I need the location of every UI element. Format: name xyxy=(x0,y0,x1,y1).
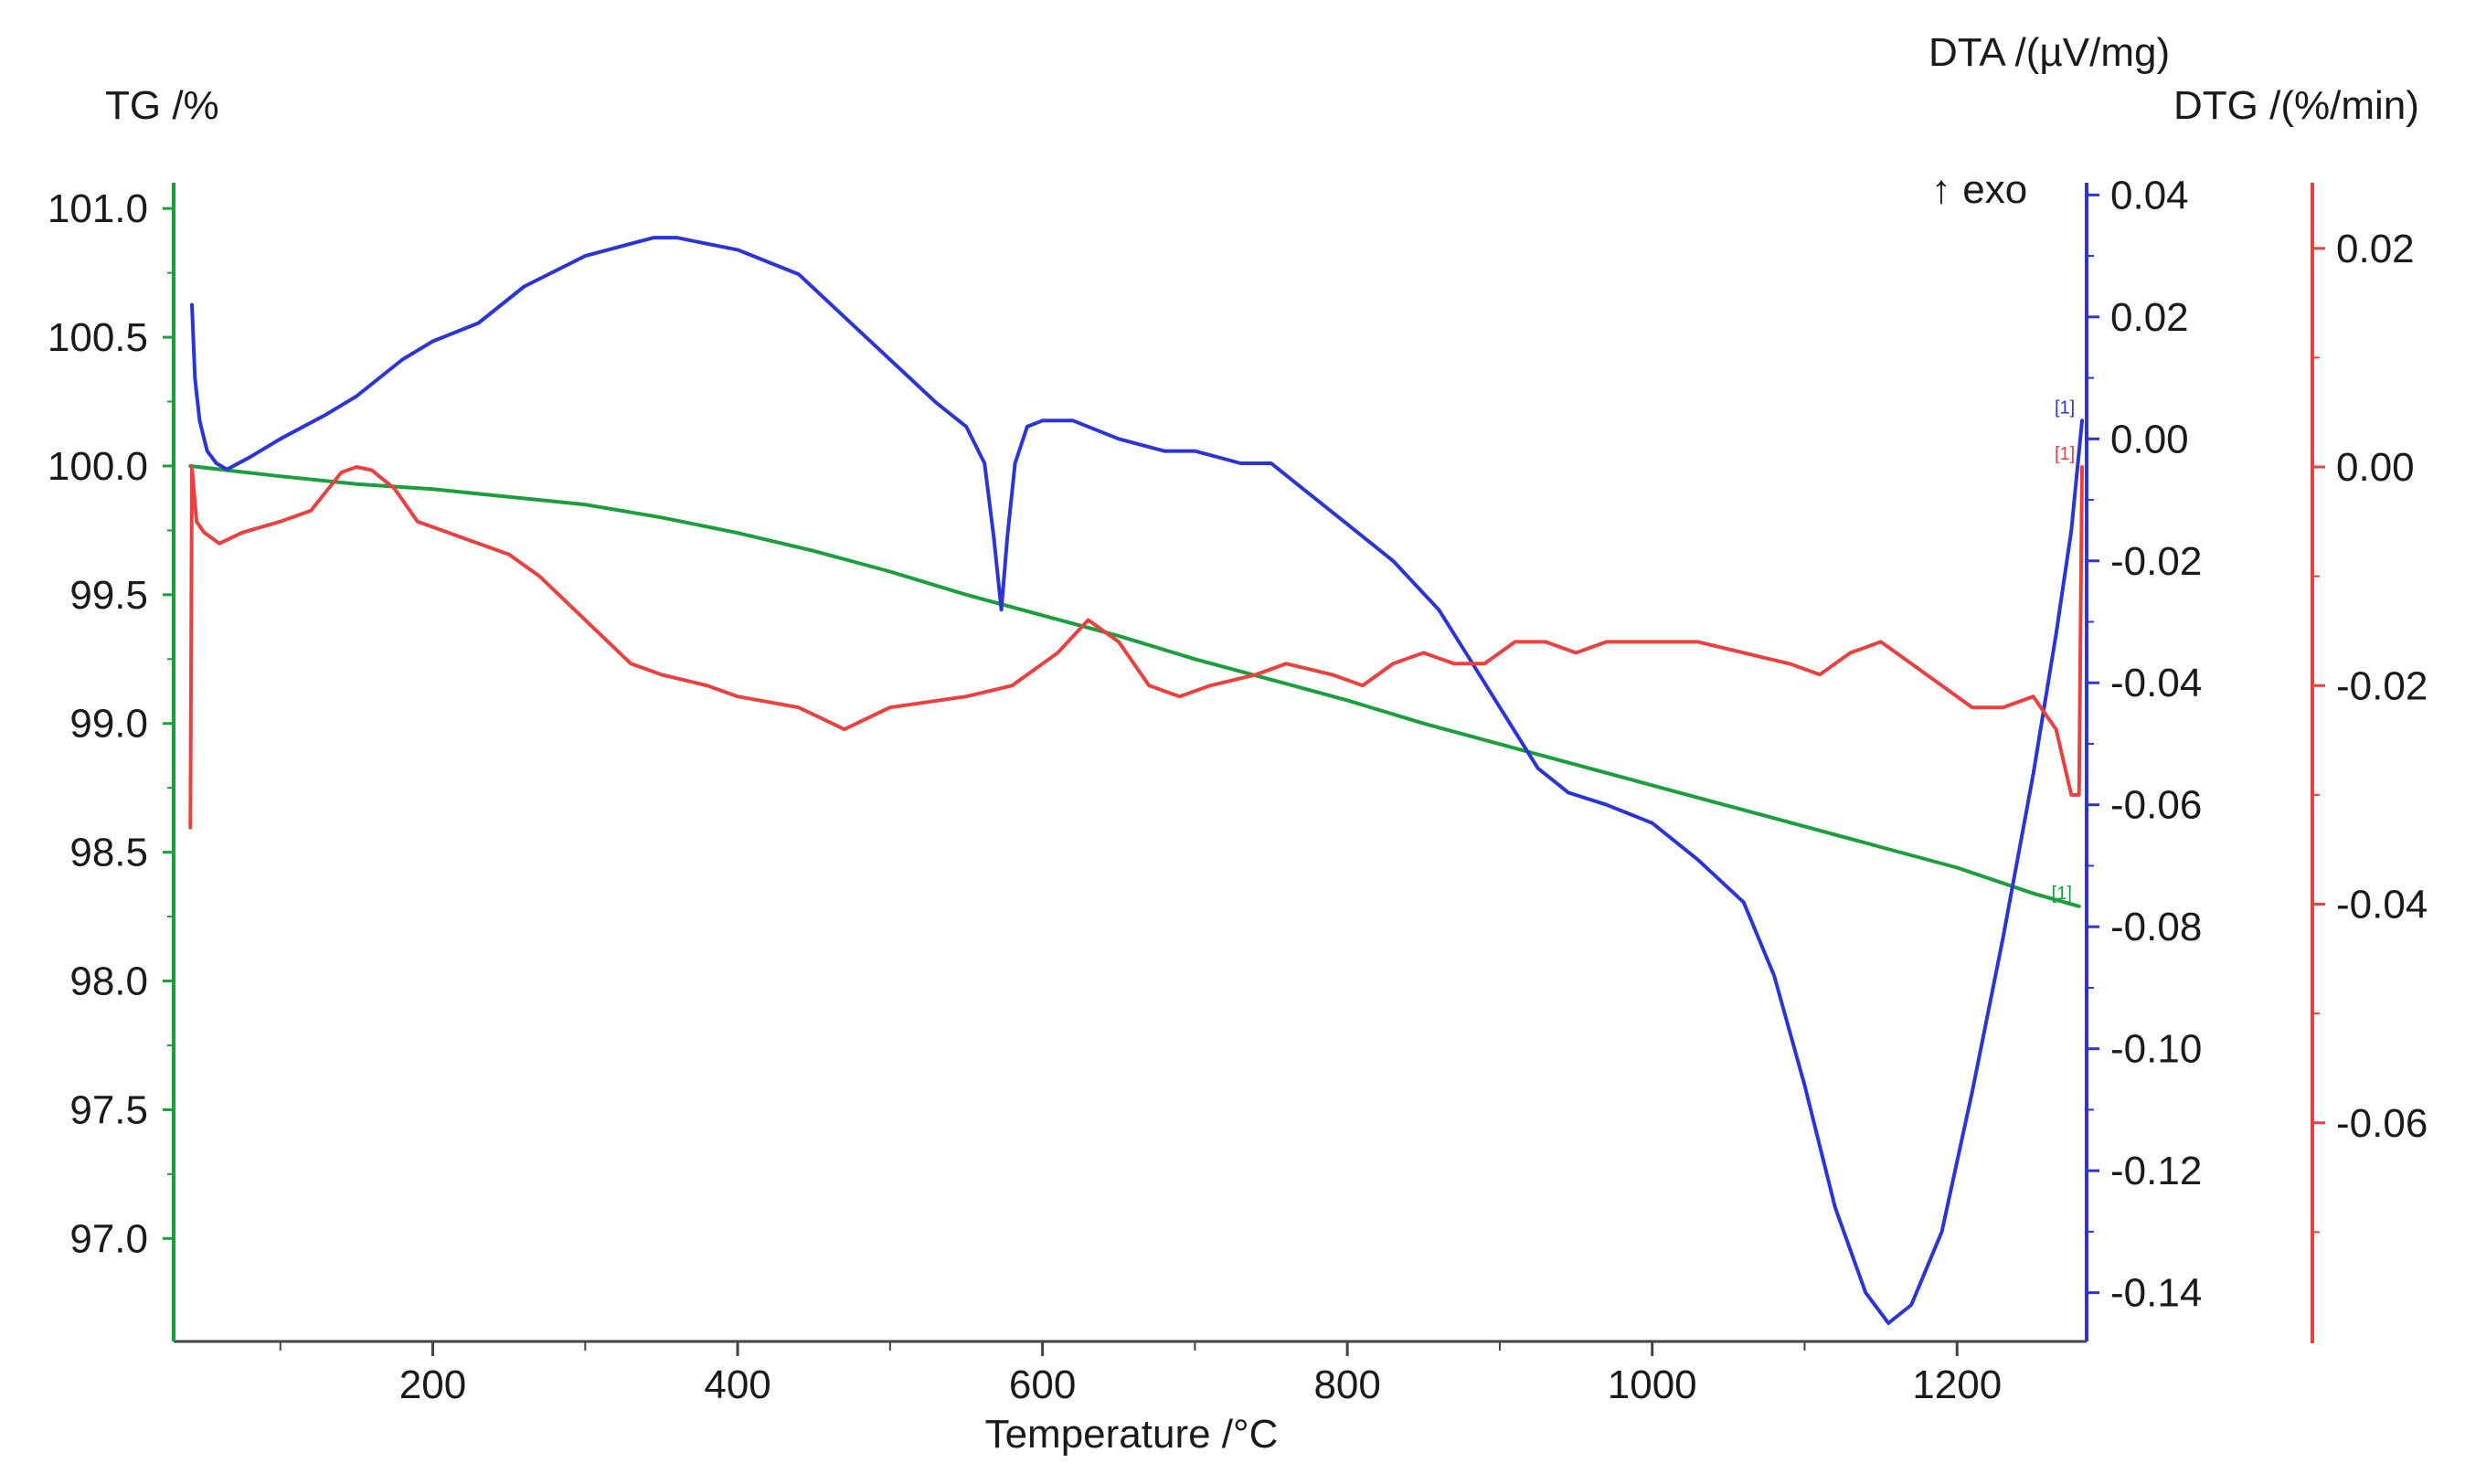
dta-tick-label: 0.02 xyxy=(2110,295,2189,340)
dtg-tick-label: 0.00 xyxy=(2336,445,2415,490)
tg-series-line xyxy=(188,464,2081,908)
dta-tick-label: -0.06 xyxy=(2110,783,2202,828)
dtg-axis-title: DTG /(%/min) xyxy=(2173,83,2419,128)
x-tick-label: 200 xyxy=(399,1362,466,1407)
dtg-tick-label: -0.02 xyxy=(2336,663,2428,708)
x-tick-label: 1000 xyxy=(1608,1362,1697,1407)
tg-axis-title: TG /% xyxy=(105,83,219,128)
dtg-tick-label: 0.02 xyxy=(2336,227,2415,271)
dta-tick-label: -0.14 xyxy=(2110,1271,2202,1316)
dta-tick-label: -0.12 xyxy=(2110,1149,2202,1193)
dta-axis-title: DTA /(µV/mg) xyxy=(1928,30,2170,75)
x-tick-label: 600 xyxy=(1009,1362,1076,1407)
tg-series-tag: [1] xyxy=(2052,884,2072,904)
tg-tick-label: 98.5 xyxy=(69,831,148,875)
dtg-tick-label: -0.04 xyxy=(2336,883,2428,928)
x-axis-title: Temperature /°C xyxy=(985,1412,1279,1457)
tg-tick-label: 99.5 xyxy=(69,573,148,618)
dtg-tick-label: -0.06 xyxy=(2336,1101,2428,1146)
dta-tick-label: -0.08 xyxy=(2110,905,2202,949)
axes-layer xyxy=(163,183,2325,1356)
dta-tick-label: -0.02 xyxy=(2110,539,2202,584)
tg-tick-label: 100.5 xyxy=(48,315,148,360)
labels-layer: 200 400 600 800 1000 1200 101.0 100.5 100.0 99.5 9… xyxy=(48,173,2428,1407)
tg-tick-label: 97.0 xyxy=(69,1216,148,1261)
dta-series-line xyxy=(190,236,2084,1325)
dta-tick-label: 0.04 xyxy=(2110,173,2189,217)
dta-tick-label: 0.00 xyxy=(2110,417,2189,461)
tg-tick-label: 100.0 xyxy=(48,444,148,489)
dtg-series-line xyxy=(188,465,2084,830)
series-layer xyxy=(188,236,2084,1325)
tg-tick-label: 99.0 xyxy=(69,702,148,747)
dtg-series-tag: [1] xyxy=(2055,444,2075,464)
x-tick-label: 400 xyxy=(704,1362,770,1407)
tg-tick-label: 97.5 xyxy=(69,1087,148,1132)
tg-tick-label: 101.0 xyxy=(48,186,148,231)
tg-tick-label: 98.0 xyxy=(69,959,148,1004)
x-tick-label: 800 xyxy=(1313,1362,1380,1407)
exo-direction-label: ↑ exo xyxy=(1931,167,2027,212)
dta-tick-label: -0.04 xyxy=(2110,661,2202,705)
dta-tick-label: -0.10 xyxy=(2110,1027,2202,1072)
dta-series-tag: [1] xyxy=(2055,398,2075,418)
x-tick-label: 1200 xyxy=(1912,1362,2002,1407)
